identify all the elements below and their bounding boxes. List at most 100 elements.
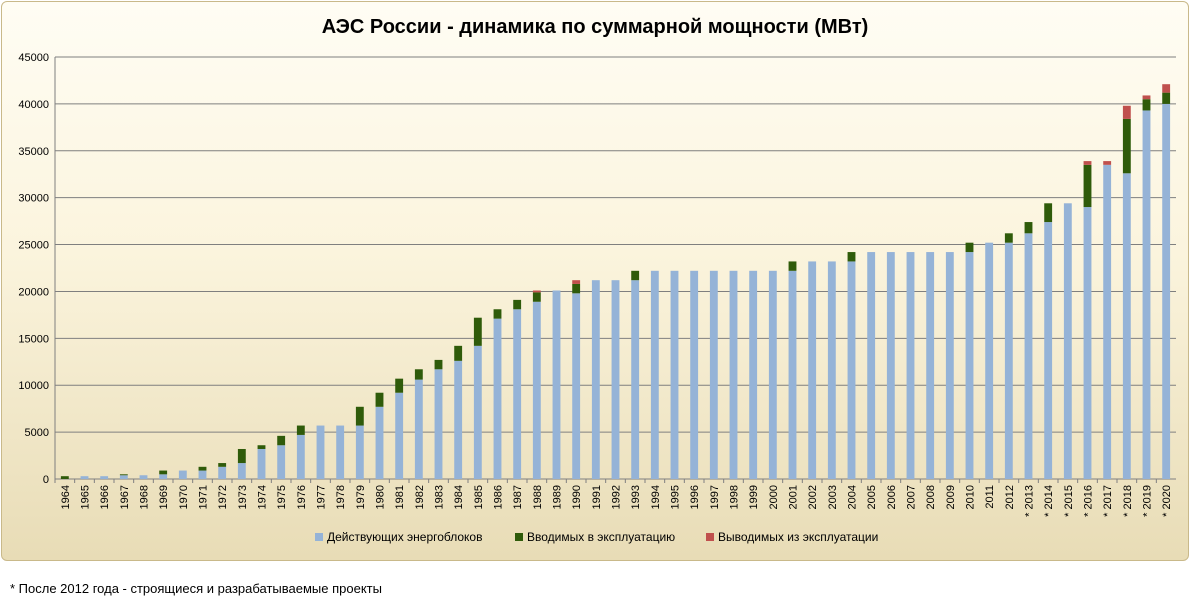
bar-series-1 [631, 280, 640, 479]
bar-series-1 [591, 280, 600, 479]
x-tick-label: 1973 [237, 485, 249, 509]
y-tick-label: 45000 [18, 52, 49, 64]
bar-series-1 [1142, 110, 1151, 479]
bar-series-2 [1162, 92, 1171, 104]
bar-series-1 [100, 476, 109, 479]
bar-series-1 [139, 475, 148, 479]
x-tick-label: * 2019 [1142, 485, 1154, 517]
bar-series-2 [119, 474, 128, 476]
bar-series-1 [296, 434, 305, 479]
bar-series-3 [1162, 84, 1171, 93]
bar-series-1 [375, 406, 384, 479]
x-tick-label: 1967 [119, 485, 131, 509]
y-tick-label: 30000 [18, 193, 49, 205]
bar-series-1 [316, 425, 325, 479]
bar-series-2 [847, 252, 856, 262]
x-tick-label: 2008 [925, 485, 937, 509]
bar-series-1 [473, 345, 482, 479]
x-tick-label: * 2013 [1024, 485, 1036, 517]
bar-series-2 [277, 435, 286, 446]
x-tick-label: 2009 [945, 485, 957, 509]
bar-series-1 [709, 270, 718, 479]
x-tick-label: 1979 [355, 485, 367, 509]
bar-series-1 [257, 448, 266, 479]
x-tick-label: 1964 [60, 485, 72, 509]
x-tick-label: 2005 [866, 485, 878, 509]
bar-series-1 [572, 293, 581, 479]
x-tick-label: 1977 [316, 485, 328, 509]
bar-series-2 [237, 448, 246, 464]
bar-series-1 [218, 466, 227, 479]
bar-series-2 [1122, 118, 1131, 174]
y-tick-label: 20000 [18, 286, 49, 298]
x-tick-label: * 2016 [1083, 485, 1095, 517]
bar-series-2 [532, 292, 541, 302]
y-tick-label: 25000 [18, 240, 49, 252]
bar-series-2 [1083, 164, 1092, 208]
legend-label: Вводимых в эксплуатацию [527, 530, 675, 544]
bar-series-2 [1142, 99, 1151, 111]
bar-series-1 [454, 360, 463, 479]
bar-series-2 [414, 369, 423, 380]
y-tick-label: 40000 [18, 99, 49, 111]
x-tick-label: 1966 [99, 485, 111, 509]
x-tick-label: 1987 [512, 485, 524, 509]
legend-label: Выводимых из эксплуатации [718, 530, 878, 544]
bar-series-1 [690, 270, 699, 479]
bar-series-1 [1004, 242, 1013, 479]
bar-series-2 [1044, 203, 1053, 223]
legend-label: Действующих энергоблоков [327, 530, 482, 544]
bar-series-2 [257, 445, 266, 449]
x-tick-label: 1972 [217, 485, 229, 509]
bar-series-1 [1044, 222, 1053, 479]
bar-series-1 [434, 369, 443, 479]
bar-series-1 [768, 270, 777, 479]
bar-series-1 [788, 270, 797, 479]
x-tick-label: 1971 [198, 485, 210, 509]
x-tick-label: 1996 [689, 485, 701, 509]
bar-series-2 [60, 476, 69, 479]
bar-series-1 [178, 470, 187, 479]
x-tick-label: 2010 [965, 485, 977, 509]
x-tick-label: * 2020 [1161, 485, 1173, 517]
legend-swatch [515, 533, 523, 541]
bar-series-1 [552, 290, 561, 479]
bar-series-1 [1162, 103, 1171, 479]
bar-series-1 [237, 463, 246, 479]
bar-series-1 [729, 270, 738, 479]
x-tick-label: 1994 [650, 485, 662, 509]
bar-series-1 [414, 379, 423, 479]
bar-series-2 [788, 261, 797, 271]
x-tick-label: 1968 [139, 485, 151, 509]
bar-series-1 [513, 309, 522, 479]
bar-series-3 [1103, 161, 1112, 165]
x-tick-label: 2007 [906, 485, 918, 509]
x-tick-label: 1970 [178, 485, 190, 509]
bar-series-2 [395, 378, 404, 393]
x-tick-label: 2004 [847, 485, 859, 509]
bar-series-1 [749, 270, 758, 479]
x-tick-label: 2003 [827, 485, 839, 509]
x-tick-label: * 2015 [1063, 485, 1075, 517]
x-tick-label: 1974 [257, 485, 269, 509]
bar-series-3 [1122, 105, 1131, 119]
bar-series-1 [611, 280, 620, 479]
bar-series-2 [1004, 233, 1013, 243]
x-tick-label: 1980 [375, 485, 387, 509]
bar-series-1 [867, 252, 876, 479]
x-tick-label: 1989 [552, 485, 564, 509]
bar-series-1 [847, 261, 856, 479]
bar-series-1 [336, 425, 345, 479]
bar-series-2 [1024, 222, 1033, 234]
bar-series-1 [945, 252, 954, 479]
x-tick-label: 1999 [748, 485, 760, 509]
x-tick-label: 1983 [434, 485, 446, 509]
x-tick-label: 1976 [296, 485, 308, 509]
x-tick-label: 1990 [571, 485, 583, 509]
bar-series-1 [159, 474, 168, 479]
chart-plot: 0 5000 10000 15000 20000 25000 30000 35000 40000… [18, 52, 1176, 544]
x-tick-label: 1986 [493, 485, 505, 509]
bar-series-1 [1103, 164, 1112, 479]
bar-series-2 [454, 345, 463, 361]
x-tick-label: 1982 [414, 485, 426, 509]
